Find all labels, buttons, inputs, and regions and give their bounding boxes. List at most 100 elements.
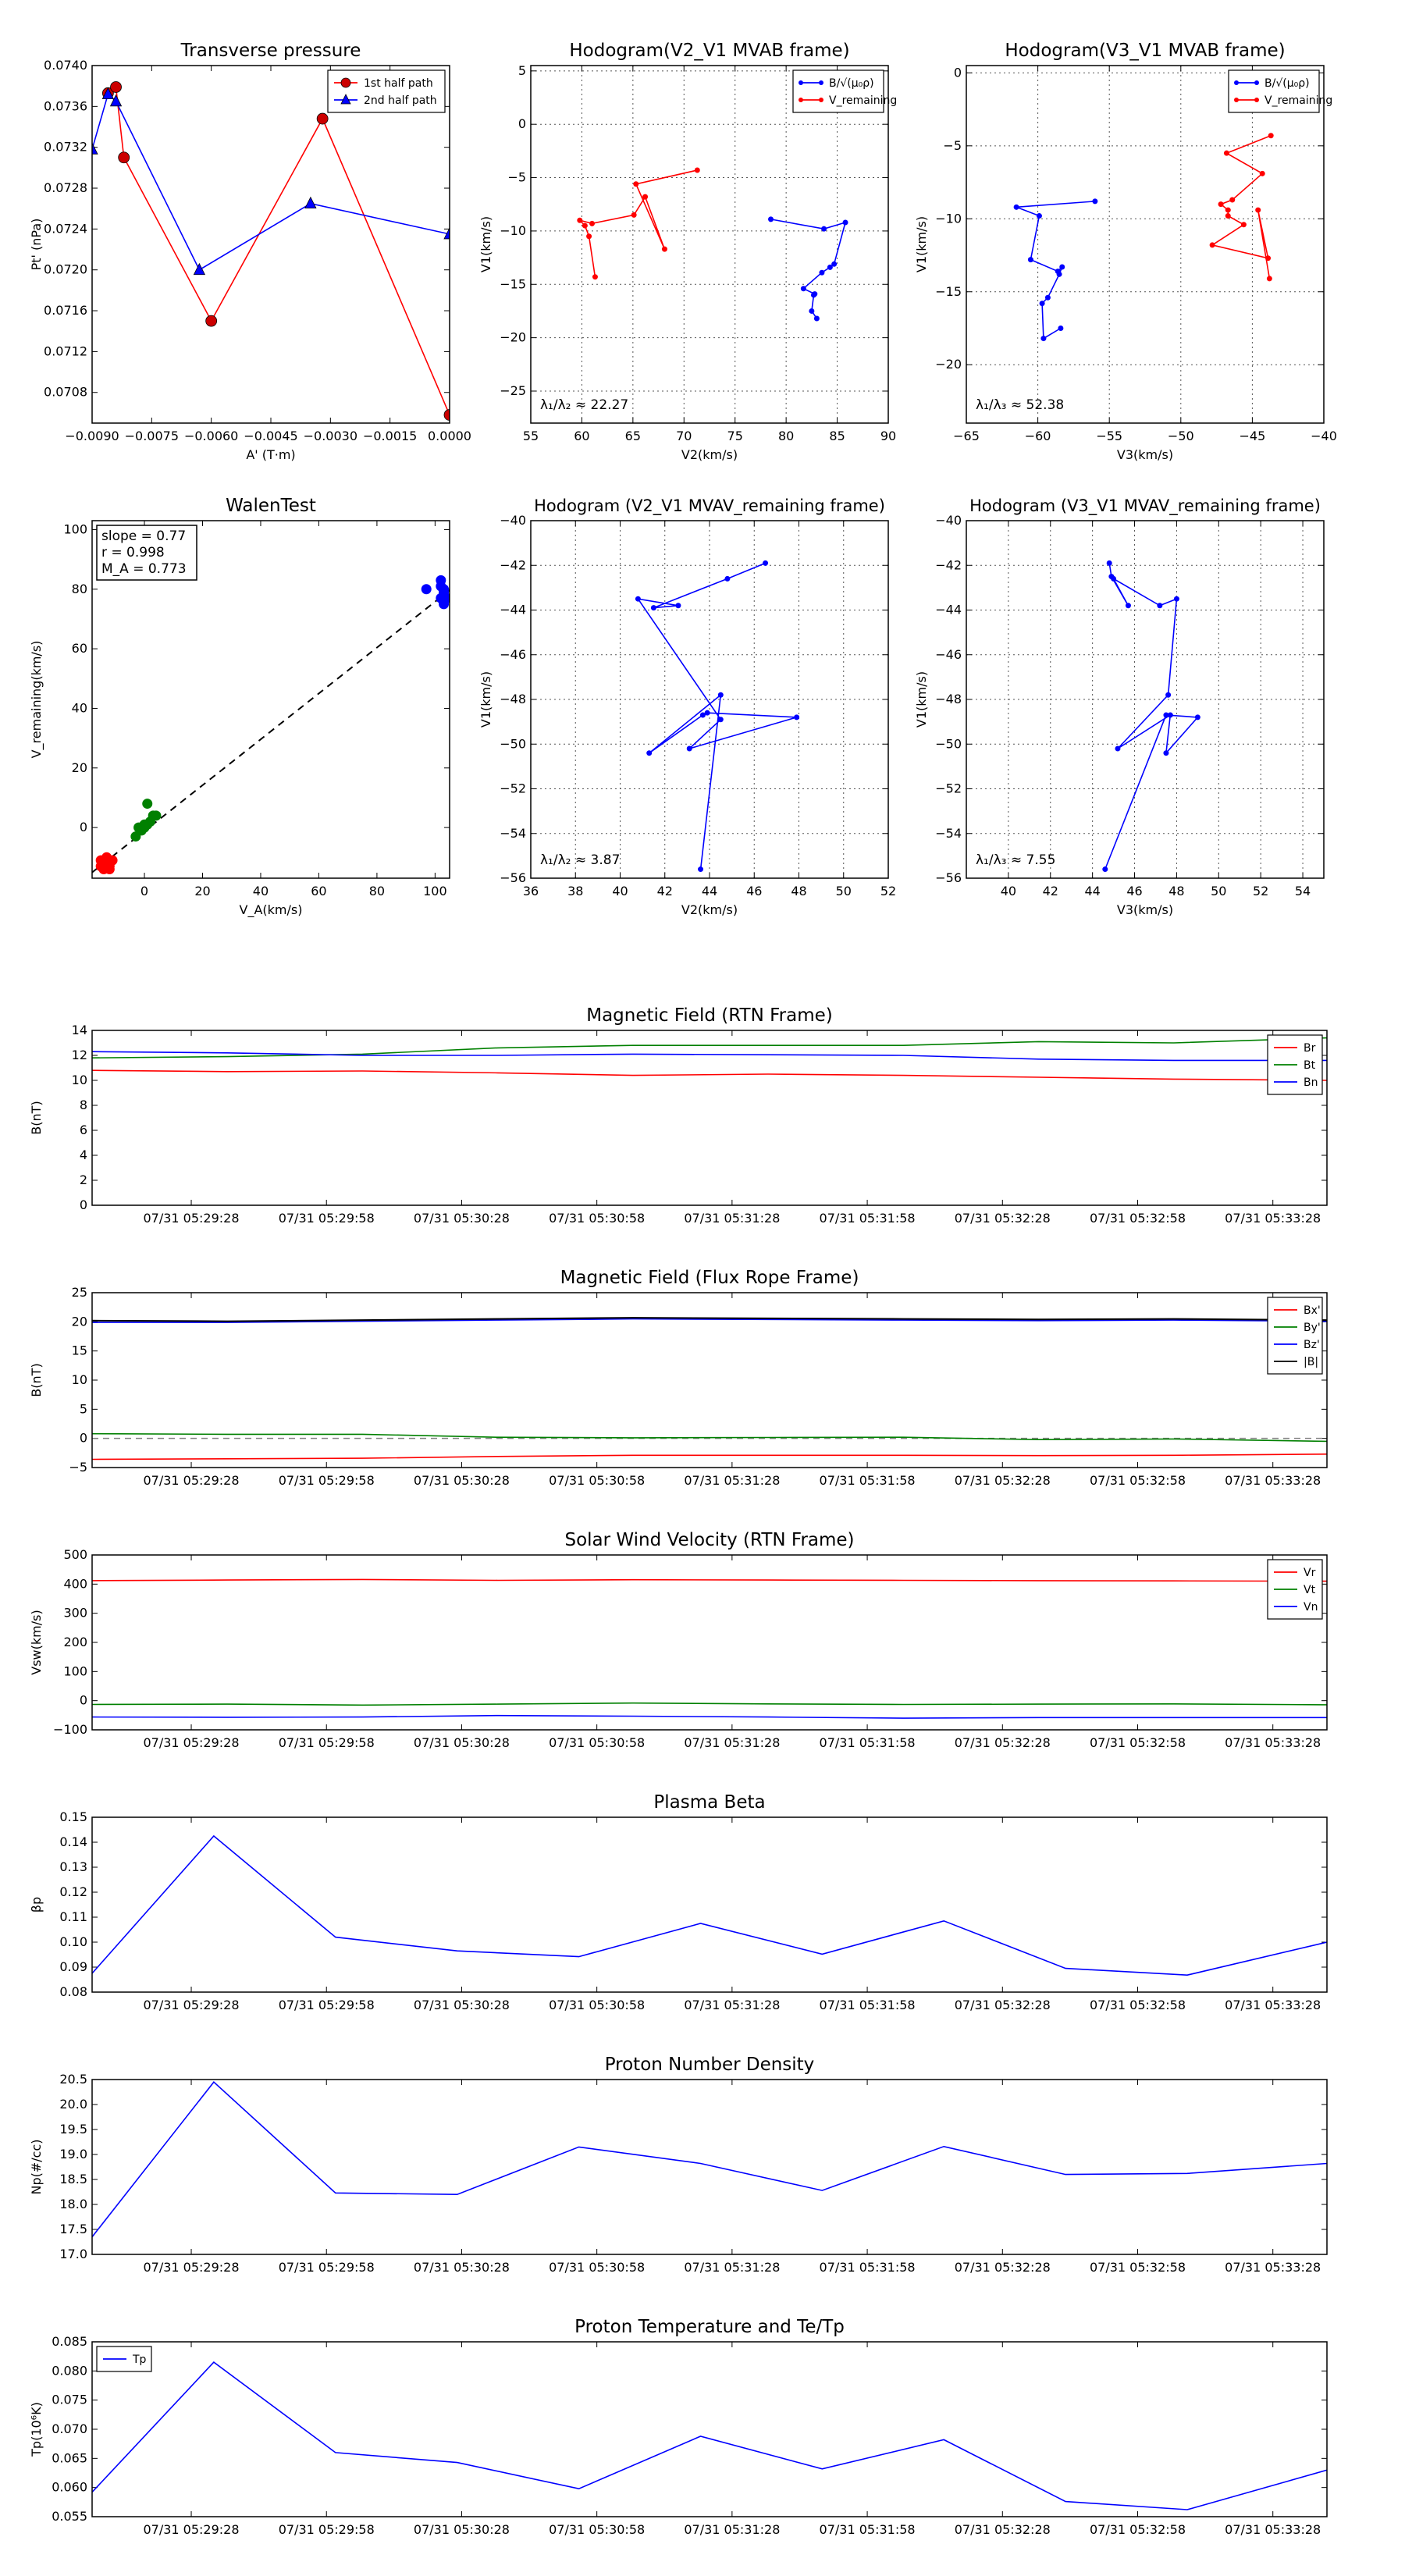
legend-label: 1st half path xyxy=(364,77,433,90)
series-1 xyxy=(92,87,450,276)
x-tick-label: 0 xyxy=(140,884,148,898)
data-point xyxy=(1163,750,1169,756)
data-point xyxy=(1255,207,1261,213)
y-tick-label: −42 xyxy=(935,557,962,572)
data-point xyxy=(1106,560,1112,566)
series-line xyxy=(770,219,847,319)
data-point xyxy=(717,717,724,723)
legend: Vr Vt Vn xyxy=(1267,1559,1323,1620)
y-axis-label: V_remaining(km/s) xyxy=(29,641,44,759)
x-tick-label: 60 xyxy=(574,429,589,443)
series-2 xyxy=(92,1051,1327,1062)
y-tick-label: 0 xyxy=(80,1197,87,1212)
data-point xyxy=(1027,257,1033,263)
chart-proton-temperature: Proton Temperature and Te/Tp 07/31 05:29:… xyxy=(29,2317,1328,2537)
legend-label: B/√(μ₀ρ) xyxy=(829,77,874,90)
x-tick-label: 07/31 05:32:58 xyxy=(1090,1473,1186,1488)
stats-line: r = 0.998 xyxy=(101,545,165,560)
data-point xyxy=(1229,197,1236,203)
x-tick-label: 48 xyxy=(1168,884,1184,898)
y-tick-label: 400 xyxy=(63,1576,87,1591)
x-tick-label: 07/31 05:31:58 xyxy=(820,1735,916,1750)
stats-line: M_A = 0.773 xyxy=(101,561,187,577)
data-point xyxy=(631,212,637,218)
chart-title: Hodogram (V2_V1 MVAV_remaining frame) xyxy=(534,496,885,516)
data-point xyxy=(642,194,649,200)
chart-title: Hodogram(V3_V1 MVAB frame) xyxy=(1005,41,1285,61)
plot-area xyxy=(1013,133,1274,342)
data-point xyxy=(104,861,115,872)
series-line xyxy=(92,1037,1327,1059)
y-tick-label: 100 xyxy=(63,1663,87,1678)
y-tick-label: −44 xyxy=(500,603,526,617)
y-tick-label: 19.5 xyxy=(59,2122,87,2137)
x-tick-label: 07/31 05:32:28 xyxy=(955,2260,1051,2275)
data-point xyxy=(1266,276,1272,282)
series-1 xyxy=(577,167,700,280)
x-tick-label: −55 xyxy=(1096,429,1122,443)
y-axis-label: V1(km/s) xyxy=(914,671,929,728)
y-tick-label: −54 xyxy=(935,826,962,841)
data-point xyxy=(421,584,432,595)
y-tick-label: 4 xyxy=(80,1147,87,1162)
y-tick-label: 5 xyxy=(518,63,526,78)
x-tick-label: 07/31 05:29:28 xyxy=(143,1735,239,1750)
x-tick-label: 85 xyxy=(829,429,845,443)
x-tick-label: 07/31 05:32:58 xyxy=(1090,1735,1186,1750)
data-point xyxy=(1115,745,1121,752)
y-tick-label: −40 xyxy=(500,513,526,528)
axes-frame xyxy=(91,2341,1328,2517)
y-tick-label: −56 xyxy=(500,870,526,885)
chart-plasma-beta: Plasma Beta 07/31 05:29:28 07/31 05:29:58 0… xyxy=(29,1792,1328,2012)
legend-label: By' xyxy=(1304,1322,1321,1334)
y-tick-label: 0.12 xyxy=(59,1884,87,1899)
data-point xyxy=(589,220,596,226)
x-tick-label: 40 xyxy=(1001,884,1016,898)
x-tick-label: 44 xyxy=(1084,884,1100,898)
y-axis-label: Vsw(km/s) xyxy=(29,1610,44,1674)
series-0 xyxy=(95,852,118,875)
y-tick-label: 0.055 xyxy=(52,2509,87,2524)
data-point xyxy=(151,810,162,821)
chart-title: Solar Wind Velocity (RTN Frame) xyxy=(564,1530,854,1550)
x-tick-label: 07/31 05:30:58 xyxy=(549,2260,645,2275)
y-tick-label: 0.0736 xyxy=(44,98,87,113)
y-tick-label: −10 xyxy=(935,211,962,226)
x-tick-label: 07/31 05:33:28 xyxy=(1225,1211,1321,1226)
data-point xyxy=(1259,170,1265,176)
series-line xyxy=(92,1318,1327,1323)
series-0 xyxy=(92,1578,1327,1582)
x-tick-label: −40 xyxy=(1311,429,1337,443)
y-tick-label: −5 xyxy=(69,1460,87,1475)
y-tick-label: 0.09 xyxy=(59,1959,87,1974)
data-point xyxy=(1059,264,1065,270)
x-tick-label: 07/31 05:32:28 xyxy=(955,2522,1051,2537)
y-tick-label: −5 xyxy=(943,138,962,153)
y-axis-label: βp xyxy=(29,1897,44,1912)
plot-area xyxy=(92,1317,1327,1461)
axes-frame xyxy=(91,65,450,424)
x-tick-label: 07/31 05:31:28 xyxy=(684,1735,780,1750)
y-tick-label: 40 xyxy=(72,700,87,715)
series-line xyxy=(107,85,450,415)
data-point xyxy=(827,264,833,270)
x-tick-label: 80 xyxy=(369,884,385,898)
y-tick-label: −10 xyxy=(500,223,526,238)
x-tick-label: 52 xyxy=(880,884,896,898)
series-2 xyxy=(92,1714,1327,1719)
legend-label: |B| xyxy=(1304,1356,1318,1368)
y-tick-label: 0.0712 xyxy=(44,343,87,358)
axes-frame xyxy=(91,1030,1328,1206)
x-tick-label: 20 xyxy=(194,884,210,898)
series-1 xyxy=(1209,133,1274,282)
data-point xyxy=(1111,575,1117,582)
y-tick-label: 0.0728 xyxy=(44,180,87,195)
y-tick-label: −50 xyxy=(500,736,526,751)
legend-label: Tp xyxy=(132,2354,147,2366)
y-tick-label: 0 xyxy=(80,1693,87,1708)
chart-magnetic-field-rtn: Magnetic Field (RTN Frame) 07/31 05:29:28… xyxy=(29,1005,1328,1226)
x-tick-label: 07/31 05:32:28 xyxy=(955,1473,1051,1488)
x-tick-label: 07/31 05:30:28 xyxy=(414,2522,510,2537)
y-axis-label: Pt' (nPa) xyxy=(29,219,44,271)
